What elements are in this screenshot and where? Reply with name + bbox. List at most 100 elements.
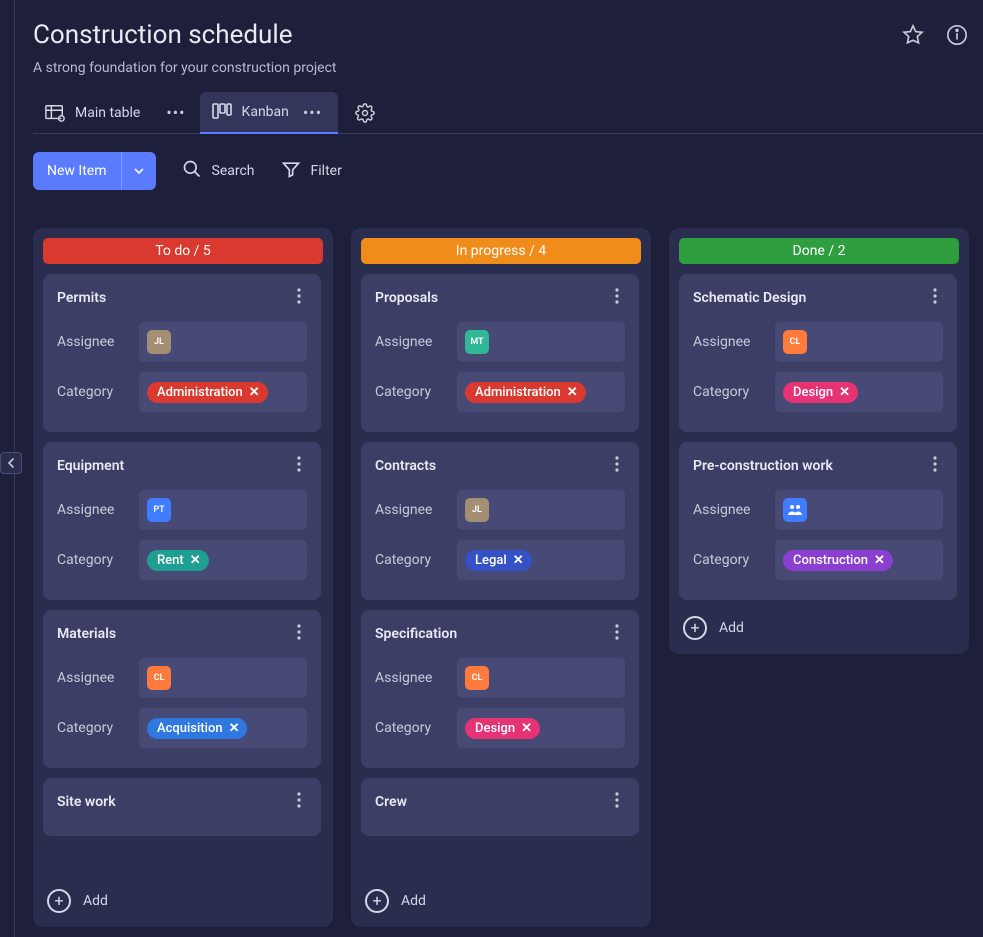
category-field[interactable]: Acquisition ✕	[139, 708, 307, 748]
tag-label: Construction	[793, 553, 868, 568]
new-item-button[interactable]: New Item	[33, 152, 156, 190]
field-label-category: Category	[57, 720, 129, 736]
star-icon[interactable]	[902, 24, 924, 46]
avatar: JL	[147, 330, 171, 354]
field-label-assignee: Assignee	[375, 334, 447, 350]
category-tag[interactable]: Legal ✕	[465, 550, 532, 571]
kanban-card[interactable]: Site work	[43, 778, 321, 836]
avatar: CL	[465, 666, 489, 690]
filter-button[interactable]: Filter	[281, 159, 342, 183]
tag-remove-icon[interactable]: ✕	[249, 386, 260, 399]
tag-remove-icon[interactable]: ✕	[190, 554, 201, 567]
category-tag[interactable]: Design✕	[783, 382, 858, 403]
field-label-category: Category	[57, 552, 129, 568]
card-title: Crew	[375, 794, 407, 810]
card-menu-icon[interactable]	[291, 624, 307, 644]
kanban-card[interactable]: PermitsAssigneeJLCategoryAdministration✕	[43, 274, 321, 432]
new-item-dropdown[interactable]	[121, 152, 156, 190]
kanban-card[interactable]: MaterialsAssigneeCLCategoryAcquisition✕	[43, 610, 321, 768]
column-header[interactable]: Done / 2	[679, 238, 959, 264]
card-menu-icon[interactable]	[291, 456, 307, 476]
assignee-field[interactable]: JL	[139, 322, 307, 362]
category-field[interactable]: Construction ✕	[775, 540, 943, 580]
assignee-field[interactable]: CL	[775, 322, 943, 362]
category-field[interactable]: Administration✕	[139, 372, 307, 412]
add-label: Add	[83, 893, 108, 909]
kanban-card[interactable]: SpecificationAssigneeCLCategoryDesign✕	[361, 610, 639, 768]
tag-label: Acquisition	[157, 721, 223, 736]
card-menu-icon[interactable]	[927, 456, 943, 476]
filter-icon	[281, 159, 301, 183]
add-card-button[interactable]: +Add	[361, 883, 641, 917]
field-label-category: Category	[375, 552, 447, 568]
category-field[interactable]: Rent ✕	[139, 540, 307, 580]
tab-main-table[interactable]: Main table	[33, 93, 152, 133]
add-card-button[interactable]: +Add	[43, 883, 323, 917]
tag-remove-icon[interactable]: ✕	[874, 554, 885, 567]
assignee-field[interactable]: CL	[139, 658, 307, 698]
category-tag[interactable]: Construction ✕	[783, 550, 893, 571]
category-field[interactable]: Design ✕	[457, 708, 625, 748]
assignee-field[interactable]	[775, 490, 943, 530]
plus-icon: +	[365, 889, 389, 913]
column-header[interactable]: In progress / 4	[361, 238, 641, 264]
card-menu-icon[interactable]	[927, 288, 943, 308]
category-field[interactable]: Administration ✕	[457, 372, 625, 412]
assignee-field[interactable]: CL	[457, 658, 625, 698]
tag-remove-icon[interactable]: ✕	[513, 554, 524, 567]
card-title: Equipment	[57, 458, 124, 474]
column-cards: ProposalsAssigneeMTCategoryAdministratio…	[361, 274, 641, 873]
tag-remove-icon[interactable]: ✕	[839, 386, 850, 399]
card-menu-icon[interactable]	[609, 792, 625, 812]
info-icon[interactable]	[946, 24, 968, 46]
add-card-button[interactable]: +Add	[679, 610, 959, 644]
filter-label: Filter	[311, 163, 342, 179]
category-tag[interactable]: Administration ✕	[465, 382, 586, 403]
card-menu-icon[interactable]	[609, 456, 625, 476]
search-button[interactable]: Search	[182, 159, 255, 183]
kanban-card[interactable]: Crew	[361, 778, 639, 836]
tag-remove-icon[interactable]: ✕	[521, 722, 532, 735]
card-title: Site work	[57, 794, 116, 810]
collapse-sidebar-button[interactable]	[0, 452, 22, 474]
card-menu-icon[interactable]	[291, 792, 307, 812]
tag-remove-icon[interactable]: ✕	[567, 386, 578, 399]
card-menu-icon[interactable]	[609, 624, 625, 644]
kanban-card[interactable]: ProposalsAssigneeMTCategoryAdministratio…	[361, 274, 639, 432]
column-header[interactable]: To do / 5	[43, 238, 323, 264]
tag-label: Legal	[475, 553, 507, 568]
category-tag[interactable]: Rent ✕	[147, 550, 209, 571]
category-field[interactable]: Design✕	[775, 372, 943, 412]
tag-label: Design	[475, 721, 515, 736]
tag-label: Rent	[157, 553, 184, 568]
page-subtitle: A strong foundation for your constructio…	[33, 60, 983, 76]
category-field[interactable]: Legal ✕	[457, 540, 625, 580]
card-menu-icon[interactable]	[609, 288, 625, 308]
kanban-column: To do / 5 PermitsAssigneeJLCategoryAdmini…	[33, 228, 333, 927]
card-title: Contracts	[375, 458, 436, 474]
field-label-category: Category	[375, 720, 447, 736]
category-tag[interactable]: Design ✕	[465, 718, 540, 739]
field-label-assignee: Assignee	[375, 670, 447, 686]
table-icon	[45, 103, 65, 123]
tab-main-table-menu[interactable]: •••	[162, 103, 189, 122]
kanban-card[interactable]: ContractsAssigneeJLCategoryLegal✕	[361, 442, 639, 600]
tag-remove-icon[interactable]: ✕	[229, 722, 240, 735]
tab-kanban[interactable]: Kanban •••	[200, 92, 339, 134]
search-icon	[182, 159, 202, 183]
tab-kanban-menu[interactable]: •••	[299, 103, 326, 122]
category-tag[interactable]: Administration✕	[147, 382, 268, 403]
category-tag[interactable]: Acquisition ✕	[147, 718, 247, 739]
assignee-field[interactable]: PT	[139, 490, 307, 530]
assignee-field[interactable]: JL	[457, 490, 625, 530]
tag-label: Administration	[475, 385, 561, 400]
card-menu-icon[interactable]	[291, 288, 307, 308]
kanban-card[interactable]: EquipmentAssigneePTCategoryRent✕	[43, 442, 321, 600]
kanban-card[interactable]: Schematic DesignAssigneeCLCategoryDesign…	[679, 274, 957, 432]
field-label-assignee: Assignee	[693, 334, 765, 350]
avatar: MT	[465, 330, 489, 354]
gear-icon[interactable]	[354, 102, 376, 124]
kanban-card[interactable]: Pre-construction workAssigneeCategoryCon…	[679, 442, 957, 600]
assignee-field[interactable]: MT	[457, 322, 625, 362]
page-title: Construction schedule	[33, 20, 293, 50]
